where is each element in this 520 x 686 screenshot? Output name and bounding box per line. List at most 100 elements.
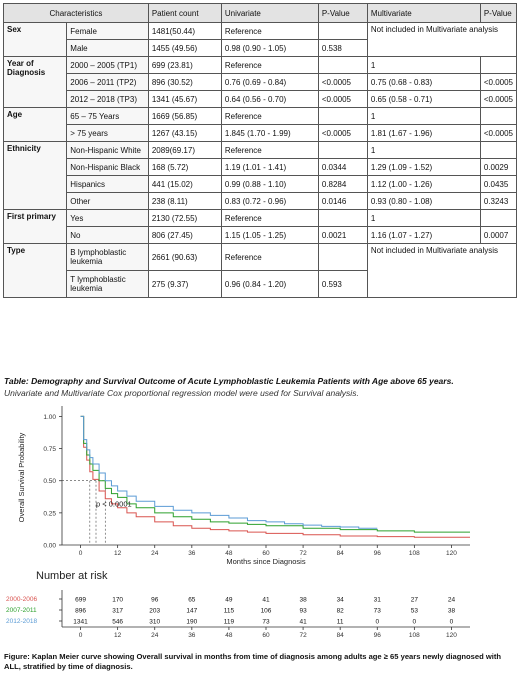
risk-value: 38 — [448, 608, 456, 615]
table-row: Hispanics 441 (15.02) 0.99 (0.88 - 1.10) 0.… — [4, 175, 518, 193]
subgroup-cell: 2000 – 2005 (TP1) — [66, 56, 149, 74]
risk-row-label: 2000-2006 — [6, 596, 37, 603]
risk-table-title: Number at risk — [36, 570, 108, 582]
risk-value: 0 — [375, 619, 379, 626]
x-tick-label: 12 — [114, 550, 122, 557]
risk-value: 0 — [450, 619, 454, 626]
p-value-multivariate-cell: 0.0029 — [479, 158, 518, 176]
subgroup-cell: B lymphoblastic leukemia — [66, 243, 149, 271]
table-row: Other 238 (8.11) 0.83 (0.72 - 0.96) 0.0146 0… — [4, 192, 518, 210]
x-tick-label: 84 — [337, 550, 345, 557]
x-tick-label: 96 — [374, 550, 382, 557]
risk-value: 190 — [186, 619, 197, 626]
table-caption: Table: Demography and Survival Outcome o… — [4, 376, 454, 386]
risk-value: 119 — [224, 619, 235, 626]
risk-value: 31 — [374, 597, 382, 604]
x-tick-label: 24 — [151, 550, 159, 557]
table-row: Male 1455 (49.56) 0.98 (0.90 - 1.05) 0.538 — [4, 39, 517, 57]
table-row: First primary Yes 2130 (72.55) Reference 1 — [2, 209, 518, 244]
risk-x-tick-label: 108 — [409, 632, 420, 639]
table-row: Year of Diagnosis 2000 – 2005 (TP1) 699 (2… — [2, 56, 518, 108]
p-value-annotation: p < 0.0001 — [96, 499, 132, 508]
x-tick-label: 72 — [299, 550, 307, 557]
risk-value: 11 — [337, 619, 344, 626]
risk-value: 310 — [149, 619, 160, 626]
table-row: Age 65 – 75 Years 1669 (56.85) Reference 1 — [2, 107, 518, 142]
count-cell: 275 (9.37) — [147, 270, 222, 298]
y-axis-label: Overall Survival Probability — [17, 432, 26, 522]
header-p-value-multivariate: P-Value — [479, 3, 518, 23]
risk-value: 1341 — [73, 619, 88, 626]
risk-x-tick-label: 72 — [299, 632, 307, 639]
risk-value: 106 — [261, 608, 272, 615]
header-characteristics: Characteristics — [3, 3, 149, 23]
table-row: 2006 – 2011 (TP2) 896 (30.52) 0.76 (0.69 -… — [4, 73, 518, 91]
multivariate-note-cell: Not included in Multivariate analysis — [366, 22, 518, 57]
x-tick-label: 108 — [409, 550, 420, 557]
risk-x-tick-label: 24 — [151, 632, 159, 639]
p-value-univariate-cell: 0.593 — [317, 270, 368, 298]
risk-value: 41 — [262, 597, 270, 604]
subgroup-cell: Hispanics — [66, 175, 149, 193]
y-tick-label: 0.25 — [43, 510, 56, 517]
x-axis-label: Months since Diagnosis — [226, 557, 305, 566]
risk-x-tick-label: 84 — [337, 632, 345, 639]
risk-x-tick-label: 60 — [262, 632, 270, 639]
risk-value: 82 — [337, 608, 345, 615]
risk-value: 73 — [262, 619, 270, 626]
risk-value: 73 — [374, 608, 382, 615]
risk-value: 65 — [188, 597, 196, 604]
subgroup-cell: T lymphoblastic leukemia — [66, 270, 149, 298]
x-tick-label: 0 — [79, 550, 83, 557]
subgroup-cell: 2012 – 2018 (TP3) — [66, 90, 149, 108]
header-patient-count: Patient count — [147, 3, 222, 23]
group-label: Ethnicity — [2, 141, 68, 210]
risk-x-tick-label: 96 — [374, 632, 382, 639]
table-row: Type B lymphoblastic leukemia 2661 (90.63)… — [2, 243, 518, 298]
figure-caption: Figure: Kaplan Meier curve showing Overa… — [4, 652, 502, 671]
y-tick-label: 0.75 — [43, 446, 56, 453]
risk-x-tick-label: 120 — [446, 632, 457, 639]
risk-x-tick-label: 0 — [79, 632, 83, 639]
group-label: First primary — [2, 209, 68, 244]
table-note: Univariate and Multivariate Cox proporti… — [4, 388, 359, 398]
risk-value: 93 — [299, 608, 307, 615]
risk-value: 27 — [411, 597, 419, 604]
risk-value: 699 — [75, 597, 86, 604]
risk-value: 38 — [299, 597, 307, 604]
group-label: Type — [2, 243, 68, 298]
table-row: T lymphoblastic leukemia 275 (9.37) 0.96 (… — [4, 270, 517, 298]
group-label: Age — [2, 107, 68, 142]
x-tick-label: 120 — [446, 550, 457, 557]
risk-value: 96 — [151, 597, 159, 604]
univariate-cell: 0.96 (0.84 - 1.20) — [220, 270, 319, 298]
group-label: Year of Diagnosis — [2, 56, 68, 108]
risk-value: 0 — [413, 619, 417, 626]
risk-x-tick-label: 36 — [188, 632, 196, 639]
risk-value: 24 — [448, 597, 456, 604]
risk-value: 49 — [225, 597, 233, 604]
risk-x-tick-label: 12 — [114, 632, 122, 639]
table-body: Sex Female 1481(50.44) Reference Not include… — [2, 22, 518, 298]
survival-curve-2012-2018 — [80, 415, 378, 529]
y-tick-label: 0.50 — [43, 478, 56, 485]
p-value-univariate-cell — [317, 243, 368, 271]
survival-curve-2007-2011 — [80, 415, 470, 533]
risk-row-label: 2007-2011 — [6, 607, 37, 614]
table-row: > 75 years 1267 (43.15) 1.845 (1.70 - 1.99… — [4, 124, 518, 142]
multivariate-note-cell: Not included in Multivariate analysis — [366, 243, 518, 298]
risk-value: 53 — [411, 608, 419, 615]
risk-value: 546 — [112, 619, 123, 626]
risk-value: 41 — [299, 619, 307, 626]
risk-value: 203 — [149, 608, 160, 615]
subgroup-cell: Female — [66, 22, 149, 40]
y-tick-label: 1.00 — [43, 414, 56, 421]
risk-value: 34 — [337, 597, 345, 604]
risk-value: 317 — [112, 608, 123, 615]
risk-value: 896 — [75, 608, 86, 615]
group-label: Sex — [2, 22, 68, 57]
risk-value: 147 — [186, 608, 197, 615]
risk-x-tick-label: 48 — [225, 632, 233, 639]
risk-value: 115 — [224, 608, 235, 615]
